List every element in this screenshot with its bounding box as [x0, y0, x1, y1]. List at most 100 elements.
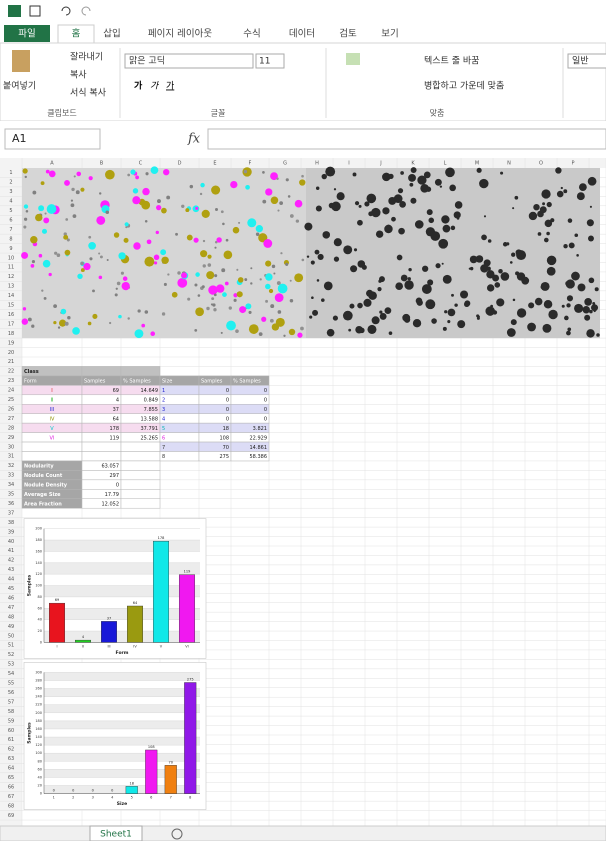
particle [64, 249, 71, 256]
particle [80, 268, 85, 273]
particle [587, 176, 597, 186]
particle [354, 201, 360, 206]
bold-button[interactable]: 가 [134, 80, 143, 92]
tab[interactable]: 홈 [72, 28, 81, 40]
particle [361, 264, 367, 270]
particle [237, 277, 244, 283]
wrap-text[interactable]: 텍스트 줄 바꿈 [424, 56, 479, 67]
particle [283, 334, 286, 337]
font-size[interactable]: 11 [259, 57, 270, 67]
row-header: 21 [8, 359, 14, 365]
sheet-tab[interactable]: Sheet1 [100, 830, 132, 840]
particle [40, 181, 45, 186]
paste[interactable]: 붙여넣기 [3, 80, 36, 92]
row-header: 38 [8, 520, 14, 526]
undo-icon[interactable] [61, 6, 71, 16]
particle [210, 303, 214, 306]
particle [200, 182, 205, 188]
y-tick-label: 300 [35, 670, 42, 674]
row-header: 9 [9, 246, 12, 252]
underline-button[interactable]: 가 [166, 81, 174, 92]
particle [289, 279, 292, 282]
particle [576, 254, 579, 257]
italic-button[interactable]: 가 [150, 81, 160, 92]
particle [589, 205, 592, 208]
particle [189, 184, 194, 189]
particle [105, 169, 115, 180]
particle [89, 257, 93, 261]
particle [242, 167, 252, 177]
particle [539, 206, 547, 214]
cell [230, 451, 270, 462]
data-label: 0 [72, 789, 74, 793]
x-axis-label: Form [116, 650, 129, 656]
add-sheet[interactable] [171, 828, 183, 840]
formula-input[interactable] [207, 128, 606, 150]
particle [352, 172, 357, 177]
particle [163, 282, 167, 286]
particle [248, 324, 259, 334]
tab[interactable]: 수식 [243, 29, 260, 40]
cell-text: V [50, 426, 54, 432]
row-header: 17 [8, 321, 14, 327]
particle [87, 321, 92, 326]
particle [442, 224, 451, 233]
particle [206, 271, 215, 280]
number-format[interactable]: 일반 [572, 56, 589, 67]
particle [430, 231, 441, 241]
column-header: F [249, 161, 252, 167]
particle [400, 171, 404, 175]
particle [279, 201, 284, 206]
row-header: 26 [8, 406, 14, 412]
redo-icon[interactable] [81, 6, 91, 16]
copy[interactable]: 복사 [70, 70, 87, 81]
particle [435, 263, 441, 269]
merge-center[interactable]: 병합하고 가운데 맞춤 [424, 80, 504, 92]
align-middle[interactable] [346, 53, 360, 65]
paste-icon[interactable] [12, 50, 30, 72]
number-format-box[interactable] [567, 53, 606, 69]
cell-text: IV [50, 416, 55, 422]
particle [258, 332, 263, 337]
tab[interactable]: 파일 [18, 29, 35, 40]
row-header: 47 [8, 605, 14, 611]
tab[interactable]: 보기 [381, 29, 398, 40]
particle [321, 298, 325, 302]
particle [343, 245, 353, 255]
x-tick-label: 7 [170, 796, 172, 800]
font-name-box[interactable] [124, 53, 254, 69]
particle [243, 169, 248, 174]
name-box-value[interactable]: A1 [12, 132, 27, 145]
format-painter[interactable]: 서식 복사 [70, 88, 107, 99]
cell-text: 275 [219, 454, 229, 460]
font-name[interactable]: 맑은 고딕 [129, 55, 165, 67]
tab[interactable]: 검토 [339, 28, 357, 40]
tab[interactable]: 페이지 레이아웃 [148, 29, 212, 40]
particle [527, 322, 536, 332]
font-size-box[interactable] [255, 53, 285, 69]
particle [72, 214, 77, 219]
particle [593, 309, 596, 313]
fx-button[interactable]: fx [187, 132, 201, 147]
particle [476, 316, 480, 320]
particle [216, 237, 222, 243]
particle [132, 188, 139, 194]
y-tick-label: 160 [35, 727, 42, 731]
tab[interactable]: 데이터 [289, 29, 315, 40]
particle [312, 309, 319, 316]
column-header: A [50, 161, 54, 167]
save-icon[interactable] [29, 5, 41, 17]
cell [120, 479, 161, 490]
particle [206, 306, 210, 311]
tab[interactable]: 삽입 [103, 28, 120, 40]
particle [248, 310, 252, 314]
particle [41, 289, 44, 292]
name-box[interactable] [4, 128, 101, 150]
cut[interactable]: 잘라내기 [70, 51, 103, 63]
particle [438, 238, 449, 249]
particle [265, 273, 273, 281]
row-header: 55 [8, 681, 14, 687]
particle [385, 224, 392, 230]
particle [106, 258, 109, 262]
particle [486, 270, 495, 279]
